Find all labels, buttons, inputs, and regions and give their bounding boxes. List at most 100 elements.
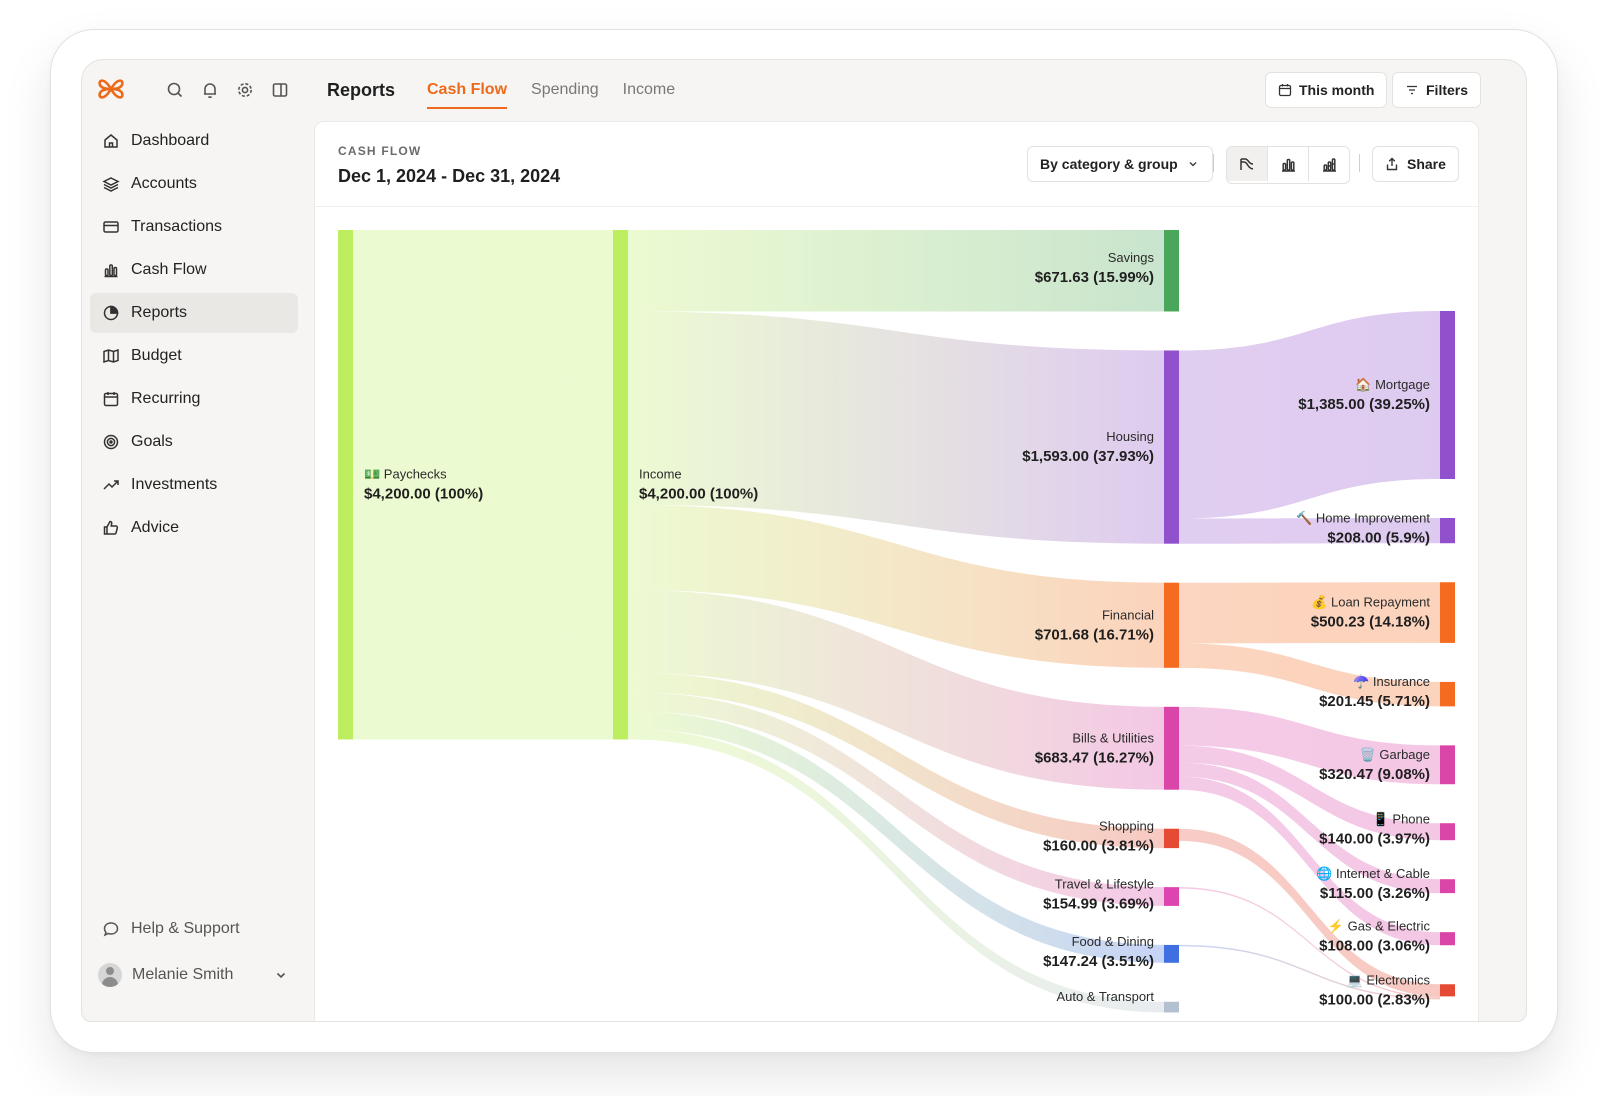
sidebar-item-cash-flow[interactable]: Cash Flow (90, 250, 298, 290)
sankey-label-garbage: 🗑️ Garbage (1360, 747, 1430, 762)
sankey-link-financial-loan[interactable] (1179, 582, 1440, 644)
help-support-link[interactable]: Help & Support (90, 911, 298, 947)
sidebar-item-accounts[interactable]: Accounts (90, 164, 298, 204)
search-icon[interactable] (165, 80, 185, 100)
sankey-link-income-food[interactable] (628, 710, 1164, 963)
sankey-link-food-electronics[interactable] (1179, 944, 1440, 1000)
sankey-node-income[interactable] (613, 230, 628, 740)
sidebar-item-goals[interactable]: Goals (90, 422, 298, 462)
sankey-node-savings[interactable] (1164, 230, 1179, 312)
sankey-node-auto[interactable] (1164, 1001, 1179, 1013)
sankey-node-travel[interactable] (1164, 887, 1179, 906)
thumbs-up-icon (103, 520, 119, 535)
sidebar-item-advice[interactable]: Advice (90, 508, 298, 548)
sankey-node-shopping[interactable] (1164, 828, 1179, 849)
sankey-label-loan: 💰 Loan Repayment (1311, 595, 1430, 611)
sidebar-item-recurring[interactable]: Recurring (90, 379, 298, 419)
view-mode-sankey[interactable] (1227, 147, 1268, 181)
report-header: CASH FLOW Dec 1, 2024 - Dec 31, 2024 By … (315, 122, 1478, 207)
sankey-link-paychecks-income[interactable] (353, 230, 613, 740)
filters-button[interactable]: Filters (1392, 72, 1482, 108)
sidebar-item-label: Recurring (131, 390, 201, 407)
sankey-node-phone[interactable] (1440, 823, 1455, 841)
report-tabs: Cash Flow Spending Income (427, 81, 675, 109)
report-date-range: Dec 1, 2024 - Dec 31, 2024 (338, 166, 561, 186)
user-menu[interactable]: Melanie Smith (90, 955, 298, 995)
sankey-link-income-travel[interactable] (628, 692, 1164, 906)
card-icon (103, 221, 119, 233)
sankey-nodes: 💵 Paychecks $4,200.00 (100%) Income $4,200.… (338, 230, 1455, 1013)
sankey-value-internet: $115.00 (3.26%) (1320, 885, 1430, 902)
page-title: Reports (327, 80, 396, 100)
sidebar-item-label: Advice (131, 519, 180, 536)
cash-flow-sankey: 💵 Paychecks $4,200.00 (100%) Income $4,200.… (315, 207, 1478, 1021)
sankey-value-savings: $671.63 (15.99%) (1035, 269, 1154, 286)
sankey-link-housing-homeimp[interactable] (1179, 518, 1440, 544)
sidebar-item-label: Transactions (131, 218, 222, 235)
gear-icon[interactable] (235, 80, 255, 100)
sankey-link-income-housing[interactable] (628, 311, 1164, 544)
sankey-link-income-financial[interactable] (628, 504, 1164, 668)
sankey-link-income-savings[interactable] (628, 230, 1164, 312)
tab-spending[interactable]: Spending (531, 81, 599, 98)
sankey-link-travel-electronics[interactable] (1179, 887, 1440, 998)
sidebar-nav: Dashboard Accounts Transactions Cash Flo… (90, 121, 298, 551)
tab-cash-flow[interactable]: Cash Flow (427, 81, 508, 109)
sankey-link-income-bills[interactable] (628, 589, 1164, 790)
sankey-node-loan[interactable] (1440, 582, 1455, 643)
bell-icon[interactable] (200, 80, 220, 100)
app-logo-icon[interactable] (96, 74, 126, 104)
sidebar-item-label: Dashboard (131, 132, 210, 149)
sankey-label-financial: Financial (1102, 607, 1154, 622)
sankey-link-income-shopping[interactable] (628, 672, 1164, 849)
period-button[interactable]: This month (1265, 72, 1388, 108)
sankey-node-electronics[interactable] (1440, 984, 1455, 997)
sankey-link-income-auto[interactable] (628, 728, 1164, 1013)
sankey-value-phone: $140.00 (3.97%) (1319, 831, 1430, 848)
view-mode-bar[interactable] (1268, 147, 1309, 181)
sankey-link-bills-phone[interactable] (1179, 745, 1440, 841)
sankey-link-shopping-electronics[interactable] (1179, 828, 1440, 997)
sankey-node-bills[interactable] (1164, 706, 1179, 790)
chat-bubble-icon (103, 922, 119, 937)
sankey-value-insurance: $201.45 (5.71%) (1319, 693, 1430, 710)
pie-chart-icon (103, 305, 119, 321)
sankey-link-housing-mortgage[interactable] (1179, 311, 1440, 519)
help-support-label: Help & Support (131, 920, 240, 937)
sankey-label-insurance: ☂️ Insurance (1353, 674, 1430, 689)
sankey-link-bills-gas[interactable] (1179, 776, 1440, 946)
sankey-node-gas[interactable] (1440, 932, 1455, 946)
sankey-link-bills-garbage[interactable] (1179, 706, 1440, 785)
sankey-node-paychecks[interactable] (338, 230, 353, 740)
sankey-value-financial: $701.68 (16.71%) (1035, 626, 1154, 643)
sidebar-item-investments[interactable]: Investments (90, 465, 298, 505)
view-mode-stacked[interactable] (1309, 147, 1349, 181)
sankey-link-financial-insurance[interactable] (1179, 643, 1440, 707)
sankey-label-electronics: 💻 Electronics (1347, 972, 1431, 987)
sidebar-toggle-icon[interactable] (270, 80, 290, 100)
sidebar-item-budget[interactable]: Budget (90, 336, 298, 376)
report-card: CASH FLOW Dec 1, 2024 - Dec 31, 2024 By … (314, 121, 1479, 1021)
sankey-node-homeimp[interactable] (1440, 518, 1455, 544)
map-icon (103, 348, 119, 364)
grouping-dropdown[interactable]: By category & group (1027, 146, 1213, 182)
target-icon (103, 434, 119, 450)
sidebar-item-dashboard[interactable]: Dashboard (90, 121, 298, 161)
sankey-node-food[interactable] (1164, 944, 1179, 963)
sankey-node-internet[interactable] (1440, 879, 1455, 894)
filters-button-label: Filters (1426, 82, 1469, 98)
sankey-node-mortgage[interactable] (1440, 311, 1455, 480)
sidebar-item-reports[interactable]: Reports (90, 293, 298, 333)
sankey-node-housing[interactable] (1164, 350, 1179, 544)
sankey-node-financial[interactable] (1164, 582, 1179, 668)
tab-income[interactable]: Income (622, 81, 676, 98)
sankey-label-internet: 🌐 Internet & Cable (1316, 866, 1430, 881)
bar-chart-icon (104, 264, 118, 278)
sidebar-item-transactions[interactable]: Transactions (90, 207, 298, 247)
sankey-node-insurance[interactable] (1440, 681, 1455, 707)
sankey-label-homeimp: 🔨 Home Improvement (1296, 511, 1430, 526)
sankey-node-garbage[interactable] (1440, 745, 1455, 785)
share-button[interactable]: Share (1372, 146, 1459, 182)
sankey-link-bills-internet[interactable] (1179, 762, 1440, 894)
sankey-value-gas: $108.00 (3.06%) (1319, 938, 1430, 955)
